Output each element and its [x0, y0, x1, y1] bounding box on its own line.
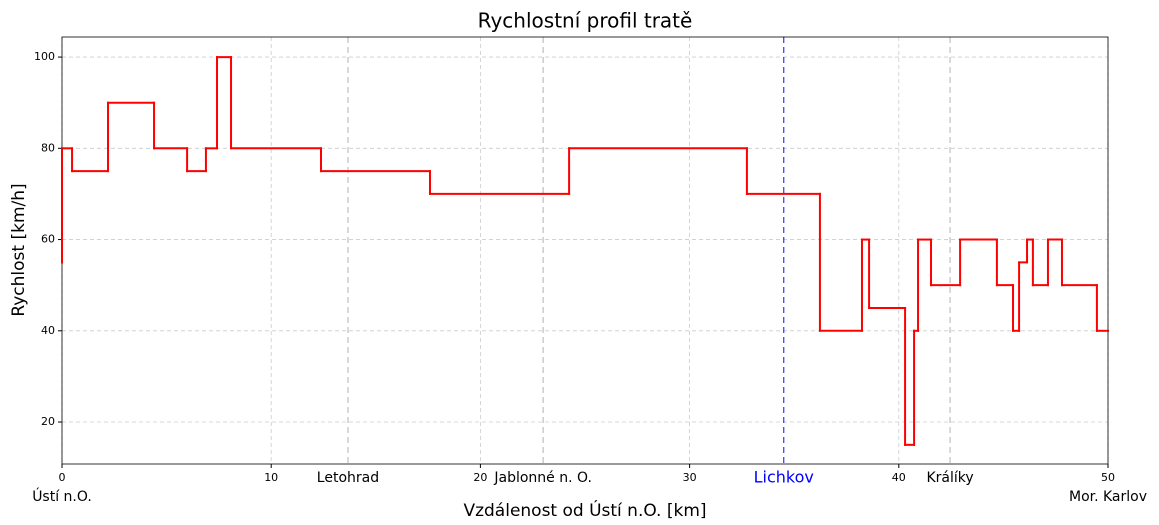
station-label: Králíky	[926, 470, 973, 486]
x-tick-label: 30	[683, 471, 697, 484]
station-label: Letohrad	[317, 470, 379, 486]
station-label: Jablonné n. O.	[493, 470, 592, 486]
x-tick-label: 10	[264, 471, 278, 484]
x-tick-label: 20	[473, 471, 487, 484]
y-tick-label: 40	[41, 324, 55, 337]
y-tick-label: 80	[41, 141, 55, 154]
y-tick-label: 60	[41, 233, 55, 246]
station-label: Mor. Karlov	[1069, 489, 1147, 505]
x-axis-label: Vzdálenost od Ústí n.O. [km]	[463, 499, 706, 521]
plot-frame	[61, 36, 1109, 465]
x-tick-label: 0	[59, 471, 66, 484]
y-tick-label: 20	[41, 415, 55, 428]
chart-title: Rychlostní profil tratě	[478, 9, 693, 33]
x-tick-label: 50	[1101, 471, 1115, 484]
y-tick-label: 100	[34, 50, 55, 63]
station-label: Lichkov	[754, 468, 814, 487]
y-axis-label: Rychlost [km/h]	[9, 183, 29, 316]
station-label: Ústí n.O.	[32, 487, 92, 505]
x-tick-label: 40	[892, 471, 906, 484]
